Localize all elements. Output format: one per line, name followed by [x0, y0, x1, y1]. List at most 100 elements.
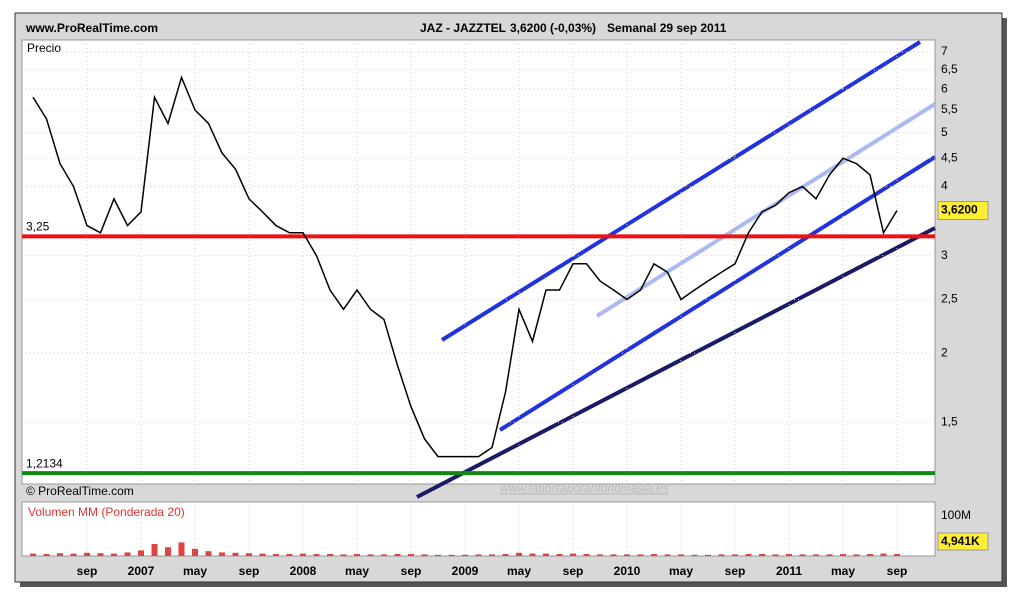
volume-bar	[583, 554, 590, 556]
volume-bar	[651, 554, 657, 556]
volume-bar	[502, 554, 509, 556]
volume-bar	[529, 553, 536, 556]
volume-bar	[124, 552, 131, 556]
x-tick-label: sep	[563, 564, 584, 578]
volume-bar	[219, 552, 225, 556]
volume-bar	[799, 554, 806, 556]
volume-bar	[381, 554, 387, 556]
volume-bar	[178, 542, 185, 556]
y-tick-label: 5	[941, 125, 948, 139]
volume-bar	[570, 553, 576, 556]
volume-bar	[394, 554, 401, 556]
volume-bar	[462, 554, 468, 556]
volume-last-label: 4,941K	[941, 534, 980, 548]
volume-bar	[664, 554, 671, 556]
volume-bar	[192, 548, 198, 556]
support-line	[416, 226, 936, 499]
volume-bar	[597, 554, 603, 556]
price-panel	[21, 39, 936, 485]
volume-bar	[826, 554, 833, 556]
volume-bar	[273, 554, 279, 556]
x-tick-label: may	[345, 564, 369, 578]
y-tick-label: 7	[941, 44, 948, 58]
x-tick-label: sep	[401, 564, 422, 578]
volume-bar	[43, 554, 50, 556]
volume-bar	[556, 554, 563, 556]
watermark: © ProRealTime.com	[26, 484, 134, 498]
volume-bar	[57, 553, 63, 556]
volume-bar	[232, 552, 239, 556]
level-label: 1,2134	[26, 456, 63, 470]
volume-bar	[691, 554, 698, 556]
annotation: www.labolsaporantonomasia.es	[500, 481, 669, 495]
x-tick-label: sep	[77, 564, 98, 578]
volume-bar	[205, 551, 212, 556]
y-tick-label: 2	[941, 345, 948, 359]
volume-bar	[880, 553, 887, 556]
volume-bar	[759, 554, 765, 556]
volume-bar	[138, 550, 144, 556]
volume-bar	[408, 554, 414, 556]
volume-bar	[259, 553, 266, 556]
y-tick-label: 1,5	[941, 414, 958, 428]
volume-bar	[732, 554, 738, 556]
volume-bar	[84, 552, 90, 556]
volume-bar	[300, 553, 306, 556]
last-price-label: 3,6200	[941, 203, 978, 217]
volume-bar	[111, 553, 117, 556]
volume-bar	[354, 554, 360, 556]
x-tick-label: may	[831, 564, 855, 578]
price-line	[32, 75, 898, 458]
x-tick-label: 2007	[128, 564, 155, 578]
volume-bar	[705, 554, 711, 556]
volume-bar	[340, 554, 347, 556]
volume-bar	[70, 553, 77, 556]
volume-bar	[30, 553, 36, 556]
chart-title: JAZ - JAZZTEL	[420, 21, 506, 35]
volume-bar	[610, 554, 617, 556]
volume-bar	[894, 554, 900, 556]
x-tick-label: sep	[239, 564, 260, 578]
quote: 3,6200 (-0,03%)	[510, 21, 596, 35]
y-tick-label: 6,5	[941, 62, 958, 76]
volume-bar	[246, 553, 252, 556]
x-tick-label: sep	[725, 564, 746, 578]
x-tick-label: sep	[887, 564, 908, 578]
volume-bar	[813, 554, 819, 556]
y-tick-label: 4	[941, 179, 948, 193]
volume-last-box	[937, 532, 989, 551]
volume-bar	[543, 553, 549, 556]
volume-bar	[313, 554, 320, 556]
period: Semanal 29 sep 2011	[607, 21, 727, 35]
x-tick-label: may	[183, 564, 207, 578]
volume-bar	[435, 554, 441, 556]
volume-bar	[637, 554, 644, 556]
volume-bar	[448, 554, 455, 556]
volume-bar	[421, 554, 428, 556]
volume-bar	[624, 554, 630, 556]
volume-bar	[489, 554, 495, 556]
volume-bar	[286, 554, 293, 556]
volume-bar	[165, 547, 171, 556]
x-tick-label: may	[507, 564, 531, 578]
x-tick-label: 2010	[614, 564, 641, 578]
x-tick-label: 2008	[290, 564, 317, 578]
volume-bar	[786, 554, 792, 556]
volume-bar	[367, 554, 374, 556]
x-tick-label: may	[669, 564, 693, 578]
volume-bar	[867, 554, 873, 556]
volume-bar	[516, 552, 522, 556]
volume-bar	[718, 554, 725, 556]
y-label: Precio	[27, 41, 61, 55]
x-tick-label: 2009	[452, 564, 479, 578]
y-tick-label: 5,5	[941, 102, 958, 116]
y-tick-label: 4,5	[941, 150, 958, 164]
volume-bar	[772, 554, 779, 556]
volume-bar	[475, 554, 482, 556]
y-tick-label: 100M	[941, 508, 971, 522]
volume-bar	[97, 553, 104, 556]
volume-title: Volumen MM (Ponderada 20)	[28, 505, 185, 519]
volume-bar	[327, 554, 333, 556]
y-tick-label: 6	[941, 81, 948, 95]
